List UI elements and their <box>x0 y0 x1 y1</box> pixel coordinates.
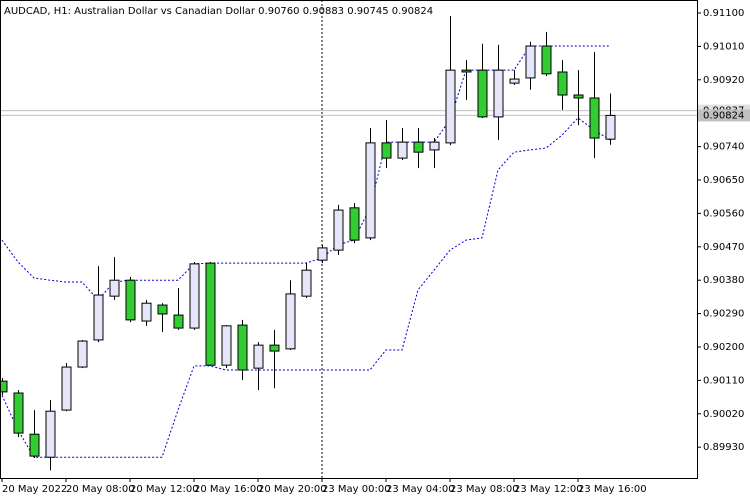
y-tick-label: 0.90740 <box>703 142 744 153</box>
candle-body <box>413 141 424 153</box>
plot-border <box>0 0 698 479</box>
y-tick-label: 0.91100 <box>703 8 744 19</box>
candle-body <box>29 433 40 457</box>
candle-body <box>461 69 472 73</box>
candle-body <box>445 69 456 144</box>
candle-body <box>141 302 152 322</box>
y-tick-label: 0.91010 <box>703 41 744 52</box>
candle-body <box>525 45 536 79</box>
y-tick-label: 0.90470 <box>703 242 744 253</box>
candle-body <box>45 410 56 458</box>
price-label: 0.90824 <box>703 110 744 121</box>
candle-body <box>557 71 568 96</box>
y-tick-label: 0.90110 <box>703 375 744 386</box>
candle-body <box>605 114 616 140</box>
x-tick-label: 20 May 12:00 <box>130 484 199 495</box>
candle-body <box>237 324 248 371</box>
x-tick-label: 23 May 04:00 <box>386 484 455 495</box>
candle-body <box>541 45 552 75</box>
candle-body <box>109 279 120 297</box>
x-tick-label: 20 May 2022 <box>2 484 67 495</box>
y-tick-label: 0.90290 <box>703 309 744 320</box>
candle-body <box>333 209 344 251</box>
candle-body <box>93 294 104 341</box>
candle-body <box>77 340 88 368</box>
price-label-box <box>698 109 750 122</box>
candle-body <box>13 392 24 434</box>
x-tick-label: 20 May 08:00 <box>66 484 135 495</box>
y-tick-label: 0.90560 <box>703 208 744 219</box>
candle-body <box>189 263 200 329</box>
candle-body <box>173 314 184 329</box>
candle-body <box>285 293 296 350</box>
candle-body <box>397 141 408 159</box>
candle-body <box>381 142 392 159</box>
candle-body <box>365 142 376 239</box>
candle-body <box>349 207 360 241</box>
y-tick-label: 0.90650 <box>703 175 744 186</box>
x-tick-label: 20 May 20:00 <box>258 484 327 495</box>
y-tick-label: 0.90020 <box>703 409 744 420</box>
candle-body <box>221 325 232 366</box>
candle-body <box>269 344 280 352</box>
x-tick-label: 23 May 00:00 <box>322 484 391 495</box>
candle-body <box>253 344 264 369</box>
x-tick-label: 23 May 12:00 <box>514 484 583 495</box>
candle-body <box>493 69 504 118</box>
x-tick-label: 20 May 16:00 <box>194 484 263 495</box>
y-tick-label: 0.89930 <box>703 442 744 453</box>
candle-body <box>61 366 72 411</box>
candle-body <box>125 279 136 321</box>
y-tick-label: 0.90200 <box>703 342 744 353</box>
candle-body <box>509 78 520 84</box>
candle-body <box>429 141 440 151</box>
candle-body <box>589 97 600 139</box>
candle-body <box>477 69 488 118</box>
candle-body <box>0 380 8 393</box>
plot-area <box>0 15 697 471</box>
x-tick-label: 23 May 08:00 <box>450 484 519 495</box>
candle-body <box>301 269 312 297</box>
chart-title: AUDCAD, H1: Australian Dollar vs Canadia… <box>4 6 433 17</box>
candle-body <box>157 304 168 315</box>
y-tick-label: 0.90920 <box>703 75 744 86</box>
candle-body <box>317 247 328 261</box>
candle-body <box>205 262 216 366</box>
y-tick-label: 0.90380 <box>703 275 744 286</box>
x-tick-label: 23 May 16:00 <box>578 484 647 495</box>
candle-body <box>573 94 584 99</box>
